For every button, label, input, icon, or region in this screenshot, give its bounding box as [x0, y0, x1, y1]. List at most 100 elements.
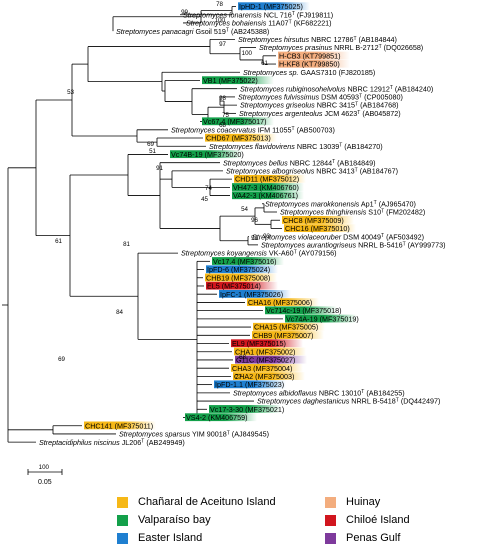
isolate-highlight [278, 59, 350, 68]
bootstrap-value: 69 [58, 356, 65, 363]
leaf-label: CHA3 (MF375004) [232, 364, 292, 373]
bootstrap-value: 68 [219, 122, 226, 129]
leaf-label: Vc67.4 (MF375017) [203, 117, 267, 126]
leaf-label: Vc74B-19 (MF375020) [171, 150, 244, 159]
isolate-highlight [84, 421, 156, 430]
leaf-label: EL5 (MF375014) [207, 282, 261, 291]
leaf-label: Streptomyces albidoflavus NBRC 13010T (A… [233, 388, 405, 397]
isolate-highlight [253, 322, 325, 331]
scale-bar-label: 0.05 [38, 479, 52, 486]
leaf-label: Streptomyces fulvissimus DSM 40593T (CP0… [238, 93, 403, 102]
leaf-label: Streptomyces prasinus NRRL B-2712T (DQ02… [259, 43, 423, 52]
isolate-highlight [282, 216, 354, 224]
leaf-label: CHD67 (MF375013) [206, 134, 271, 143]
bootstrap-value: 99 [181, 9, 188, 16]
isolate-highlight [234, 347, 306, 356]
leaf-label: Streptomyces sparsus YIM 90018T (AJ84954… [119, 430, 269, 439]
isolate-highlight [185, 413, 257, 422]
bootstrap-value: 61 [55, 238, 62, 245]
leaf-label: Streptomyces hirsutus NBRC 12786T (AB184… [238, 35, 397, 44]
isolate-highlight [234, 174, 306, 183]
leaf-label: CHA15 (MF375005) [254, 323, 318, 332]
bootstrap-value: 45 [201, 196, 208, 203]
isolate-highlight [265, 306, 337, 315]
leaf-label: CHC8 (MF375009) [283, 216, 344, 225]
isolate-highlight [252, 331, 324, 339]
legend-swatch-chiloe [325, 514, 336, 526]
isolate-highlight [202, 76, 274, 85]
leaf-label: Vc17-3-30 (MF375021) [210, 405, 284, 414]
leaf-label: Streptomyces panacagri Gsoil 519T (AB245… [116, 27, 269, 36]
leaf-label: Streptomyces daghestanicus NRRL B-5418T … [257, 397, 440, 406]
isolate-highlight [212, 257, 284, 265]
legend-chiloe: Chiloé Island [325, 514, 410, 526]
bootstrap-value: 91 [156, 165, 163, 172]
isolate-highlight [238, 2, 310, 11]
legend-penas: Penas Gulf [325, 532, 400, 544]
leaf-label: CHA16 (MF375006) [248, 298, 312, 307]
leaf-label: VB1 (MF375022) [203, 76, 258, 85]
leaf-label: IpHD-1 (MF375025) [239, 2, 303, 11]
leaf-label: G11C (MF375027) [236, 356, 295, 365]
leaf-label: CHA1 (MF375002) [235, 347, 295, 356]
bootstrap-value: 68 [239, 354, 246, 361]
legend-valparaiso: Valparaíso bay [117, 514, 211, 526]
leaf-label: VA42-3 (KM406761) [233, 191, 298, 200]
isolate-highlight [206, 265, 278, 274]
leaf-label: IpFD-6 (MF375024) [207, 265, 270, 274]
bootstrap-value: 53 [67, 89, 74, 96]
bootstrap-value: 97 [219, 41, 226, 48]
leaf-label: Streptomyces bellus NBRC 12844T (AB18484… [223, 158, 376, 167]
leaf-label: Streptacidiphilus niscinus JL206T (AB249… [39, 438, 185, 447]
leaf-label: CHB19 (MF375008) [206, 273, 270, 282]
leaf-label: Vc714c-19 (MF375018) [266, 306, 342, 315]
isolate-highlight [209, 405, 281, 413]
leaf-label: Streptomyces sp. GAAS7310 (FJ820185) [243, 68, 375, 77]
bootstrap-value: 75 [222, 112, 229, 119]
bootstrap-value: 74 [205, 185, 212, 192]
leaf-label: Vc17.4 (MF375016) [213, 257, 277, 266]
isolate-highlight [206, 281, 278, 290]
bootstrap-value: 100 [242, 50, 253, 57]
leaf-label: Streptomyces marokkonensis Ap1T (AJ96547… [265, 199, 416, 208]
legend-huinay: Huinay [325, 496, 380, 508]
legend-swatch-penas [325, 532, 336, 544]
leaf-label: H-CB3 (KT799851) [279, 51, 341, 60]
bootstrap-value: 54 [241, 206, 248, 213]
isolate-highlight [231, 363, 303, 372]
legend-swatch-chanaral [117, 496, 128, 508]
legend-label: Chañaral de Aceituno Island [138, 496, 276, 508]
isolate-highlight [205, 273, 277, 282]
bootstrap-value: 77 [235, 374, 242, 381]
leaf-label: Streptomyces argenteolus JCM 4623T (AB04… [239, 109, 401, 118]
bootstrap-value: 51 [149, 148, 156, 155]
leaf-label: VS4-2 (KM406759) [186, 413, 248, 422]
leaf-label: Streptomyces aurantiogriseus NRRL B-5416… [261, 240, 445, 249]
isolate-highlight [235, 355, 307, 364]
isolate-highlight [214, 380, 286, 389]
legend-swatch-huinay [325, 496, 336, 508]
leaf-label: Streptomyces koyangensis VK-A60T (AY0791… [181, 249, 337, 258]
legend-easter: Easter Island [117, 532, 202, 544]
leaf-label: IpFC-1 (MF375026) [220, 290, 283, 299]
legend-swatch-easter [117, 532, 128, 544]
leaf-label: CHA2 (MF375003) [234, 372, 294, 381]
isolate-highlight [202, 117, 274, 126]
legend-label: Valparaíso bay [138, 514, 211, 526]
leaf-label: Streptomyces griseolus NBRC 3415T (AB184… [240, 101, 398, 110]
legend-label: Penas Gulf [346, 532, 401, 544]
bootstrap-value: 84 [116, 309, 123, 316]
legend-label: Chiloé Island [346, 514, 410, 526]
legend-chanaral: Chañaral de Aceituno Island [117, 496, 276, 508]
leaf-label: CHB9 (MF375007) [253, 331, 313, 340]
leaf-label: Streptomyces flavidovirens NBRC 13039T (… [209, 142, 383, 151]
leaf-label: VH47-3 (KM406760) [233, 183, 299, 192]
leaf-label: Streptomyces albogriseolus NBRC 3413T (A… [226, 167, 398, 176]
leaf-label: H-KF8 (KT799850) [279, 60, 340, 69]
bootstrap-value: 69 [147, 141, 154, 148]
bootstrap-value: 51 [251, 235, 258, 242]
isolate-highlight [219, 290, 291, 298]
bootstrap-value: 96 [251, 217, 258, 224]
bootstrap-value: 93 [263, 233, 270, 240]
